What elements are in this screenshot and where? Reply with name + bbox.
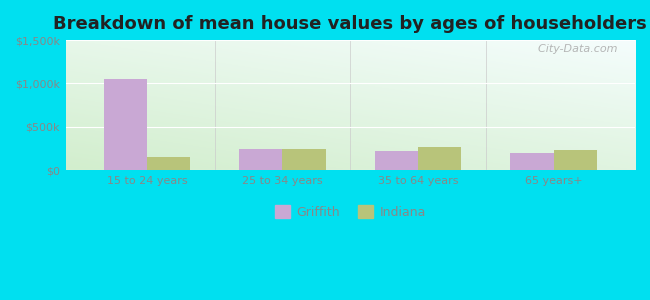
- Bar: [554, 150, 597, 170]
- Bar: [374, 151, 418, 170]
- Bar: [283, 149, 326, 170]
- Bar: [418, 147, 461, 170]
- Title: Breakdown of mean house values by ages of householders: Breakdown of mean house values by ages o…: [53, 15, 647, 33]
- Text: City-Data.com: City-Data.com: [532, 44, 618, 54]
- Legend: Griffith, Indiana: Griffith, Indiana: [275, 205, 426, 219]
- Bar: [103, 79, 147, 170]
- Bar: [510, 153, 554, 170]
- Bar: [239, 148, 283, 170]
- Bar: [147, 157, 190, 170]
